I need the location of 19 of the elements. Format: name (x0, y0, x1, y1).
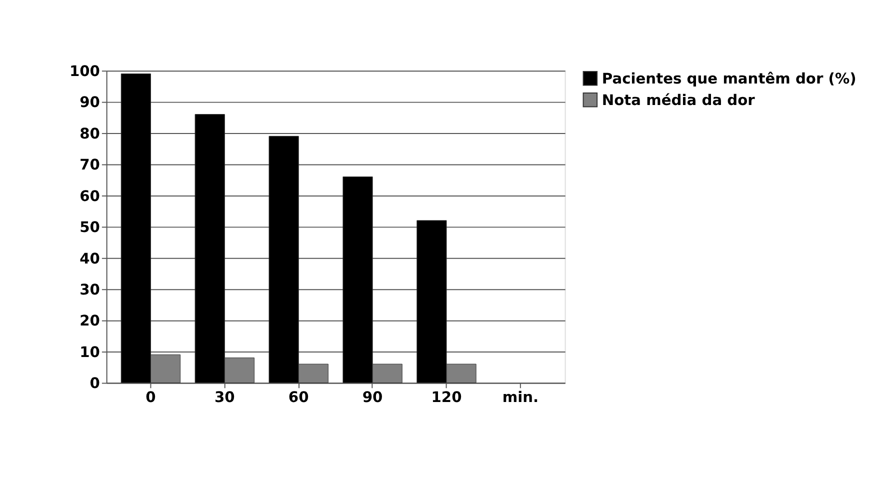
x-tick-label: 90 (362, 388, 383, 406)
y-tick-label: 70 (80, 156, 100, 174)
x-tick-label: 0 (146, 388, 156, 406)
y-tick-label: 100 (69, 62, 100, 80)
x-tick-label: min. (502, 388, 539, 406)
legend-label: Pacientes que mantêm dor (%) (602, 70, 856, 88)
y-tick-label: 40 (80, 250, 100, 268)
x-tick-label: 120 (431, 388, 462, 406)
y-tick-label: 20 (80, 312, 100, 330)
y-tick-label: 0 (90, 375, 100, 392)
y-tick-label: 60 (80, 188, 100, 205)
y-tick-label: 90 (80, 94, 100, 112)
y-tick-label: 30 (80, 281, 100, 298)
x-tick-label: 30 (214, 388, 235, 406)
y-tick-label: 50 (80, 219, 100, 236)
x-tick-label: 60 (288, 388, 309, 406)
y-tick-label: 10 (80, 344, 100, 361)
y-tick-label: 80 (80, 125, 100, 142)
legend-label: Nota média da dor (602, 92, 756, 109)
